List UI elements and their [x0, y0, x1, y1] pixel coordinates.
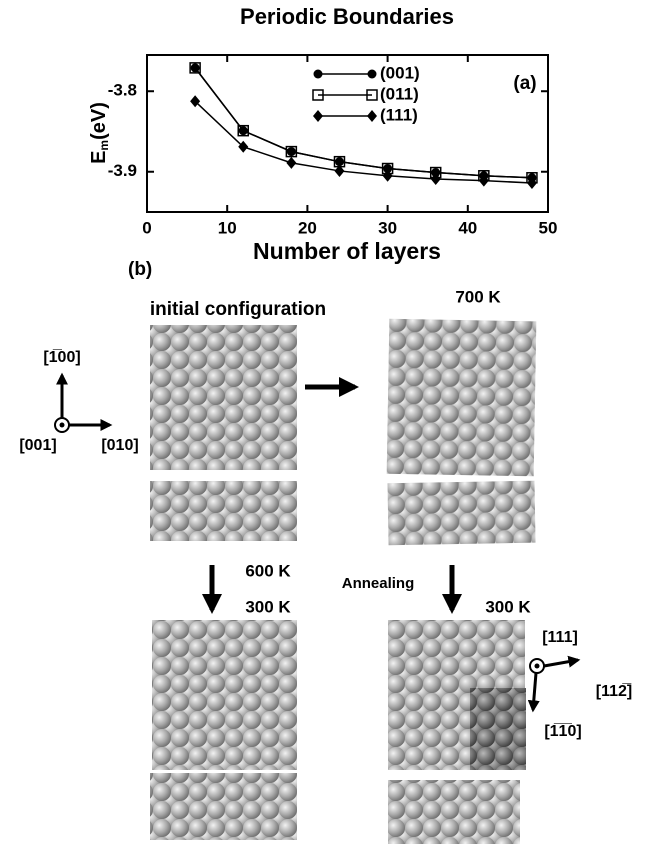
legend-label: (011) [380, 84, 419, 103]
panel-label: (b) [128, 259, 152, 280]
atom-slab [150, 773, 297, 840]
y-label-sub: m [97, 140, 111, 151]
process-label: Annealing [342, 575, 415, 592]
direction-label: [001] [19, 437, 56, 454]
plot-frame [147, 55, 548, 212]
direction-label: [1̅00] [43, 348, 80, 366]
series-line [195, 68, 532, 178]
atom-slab [387, 319, 537, 477]
legend-marker [314, 70, 323, 79]
atom-slab [150, 325, 297, 470]
legend-marker [368, 70, 377, 79]
point [383, 170, 393, 182]
series-line [195, 68, 532, 178]
x-tick-label: 40 [458, 218, 477, 237]
legend-label: (111) [380, 105, 418, 124]
x-tick-label: 10 [218, 218, 237, 237]
x-axis-label: Number of layers [253, 238, 441, 264]
axis-dot [60, 423, 65, 428]
state-label: 300 K [485, 597, 531, 616]
state-label: 600 K [245, 561, 291, 580]
state-label: 300 K [245, 597, 291, 616]
atom-slab [387, 481, 535, 546]
x-tick-label: 20 [298, 218, 317, 237]
axis-dot [535, 664, 540, 669]
arrow [533, 673, 536, 710]
x-tick-label: 30 [378, 218, 397, 237]
y-tick-label: -3.8 [108, 81, 137, 100]
figure: Periodic Boundaries (a) Number of layers… [0, 0, 657, 852]
x-tick-label: 50 [539, 218, 558, 237]
y-tick-label: -3.9 [108, 161, 137, 180]
legend-label: (001) [380, 63, 420, 82]
x-tick-label: 0 [142, 218, 151, 237]
direction-label: [010] [101, 437, 138, 454]
atom-slab [150, 481, 297, 541]
chart-title: Periodic Boundaries [240, 4, 454, 29]
state-label: 700 K [455, 287, 501, 306]
panel-label: (a) [513, 73, 536, 94]
direction-label: [111] [542, 629, 578, 646]
direction-label: [112̅] [596, 682, 632, 700]
atom-slab-dark [470, 688, 526, 770]
y-label-unit: (eV) [88, 102, 110, 140]
y-axis-label: Em(eV) [88, 102, 111, 164]
arrow [544, 660, 578, 666]
atom-slab [388, 780, 520, 844]
legend-marker [313, 110, 323, 122]
state-label: initial configuration [150, 299, 326, 320]
atom-slab [152, 620, 297, 770]
legend-marker [367, 110, 377, 122]
direction-label: [1̅1̅0] [544, 722, 581, 740]
point [286, 157, 296, 169]
